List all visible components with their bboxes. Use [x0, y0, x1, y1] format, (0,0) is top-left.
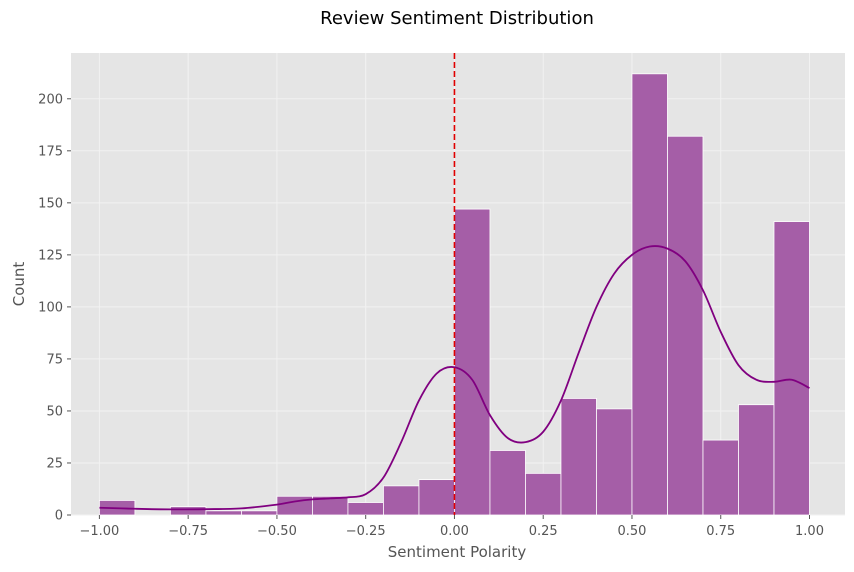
x-tick-label: −1.00 — [79, 524, 119, 539]
histogram-bar — [489, 450, 526, 516]
chart-title: Review Sentiment Distribution — [320, 8, 594, 29]
y-axis-ticks: 0 25 50 75 100 125 150 175 200 — [38, 92, 71, 524]
y-tick-label: 0 — [55, 509, 63, 524]
y-tick-label: 75 — [46, 352, 63, 367]
x-tick-label: 0.25 — [529, 524, 558, 539]
histogram-bar — [205, 510, 242, 516]
x-tick-label: 1.00 — [795, 524, 824, 539]
histogram-bar — [596, 408, 633, 516]
x-tick-label: 0.75 — [706, 524, 735, 539]
y-tick-label: 50 — [46, 404, 63, 419]
histogram-bar — [738, 404, 775, 516]
histogram-bar — [667, 135, 704, 516]
x-axis-label: Sentiment Polarity — [388, 543, 527, 561]
x-tick-label: 0.50 — [617, 524, 646, 539]
histogram-bar — [241, 510, 278, 516]
y-tick-label: 175 — [38, 144, 63, 159]
kde-curve — [99, 245, 810, 511]
histogram-bar — [454, 208, 491, 516]
y-tick-label: 150 — [38, 196, 63, 211]
histogram-bar — [525, 472, 562, 516]
y-tick-label: 200 — [38, 92, 63, 107]
y-tick-label: 100 — [38, 300, 63, 315]
histogram-bar — [560, 398, 597, 516]
histogram-bars — [99, 73, 810, 516]
histogram-bar — [383, 485, 420, 516]
x-tick-label: −0.50 — [257, 524, 297, 539]
histogram-bar — [347, 502, 384, 516]
y-axis-label: Count — [10, 262, 28, 307]
x-axis-ticks: −1.00 −0.75 −0.50 −0.25 0.00 0.25 0.50 0.75 1.00 — [79, 515, 824, 539]
x-tick-label: −0.25 — [346, 524, 386, 539]
y-tick-label: 125 — [38, 248, 63, 263]
histogram-bar — [631, 73, 668, 516]
y-tick-label: 25 — [46, 456, 63, 471]
x-tick-label: −0.75 — [168, 524, 208, 539]
histogram-bar — [773, 221, 810, 516]
histogram-bar — [170, 506, 207, 516]
histogram-bar — [418, 479, 455, 516]
histogram-bar — [702, 439, 739, 516]
x-tick-label: 0.00 — [440, 524, 469, 539]
